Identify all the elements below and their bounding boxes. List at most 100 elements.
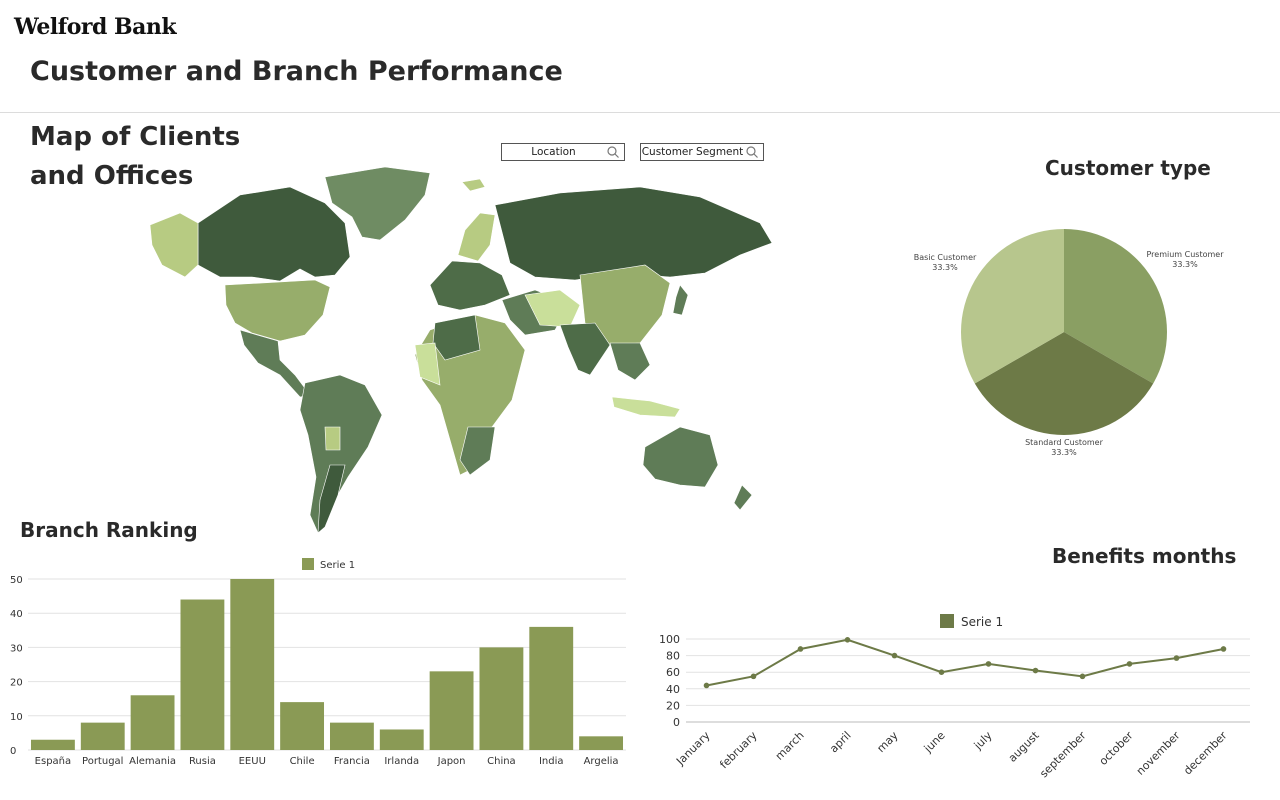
- bar: [479, 647, 524, 750]
- map-region-russia[interactable]: [494, 186, 773, 281]
- benefits-chart-title: Benefits months: [1052, 544, 1237, 568]
- search-icon[interactable]: [605, 145, 621, 159]
- line-y-tick: 0: [673, 716, 680, 729]
- line-point: [985, 661, 992, 667]
- map-region-scandinavia[interactable]: [457, 212, 496, 262]
- map-region-central-asia[interactable]: [524, 289, 581, 328]
- world-map[interactable]: [140, 165, 790, 545]
- line-x-tick: october: [1097, 729, 1136, 768]
- pie-slice: [961, 229, 1064, 384]
- line-point: [750, 673, 757, 680]
- world-map-svg: [149, 166, 773, 534]
- line-point: [1173, 655, 1180, 661]
- bar: [230, 579, 275, 750]
- line-x-tick: march: [773, 729, 807, 763]
- bar-y-tick: 20: [10, 678, 23, 689]
- branch-chart-title: Branch Ranking: [20, 518, 198, 542]
- line-point: [1079, 673, 1086, 680]
- map-region-japan[interactable]: [672, 284, 689, 316]
- bar: [379, 729, 424, 750]
- bar: [529, 626, 574, 750]
- bar: [180, 599, 225, 750]
- line-legend-swatch: [940, 614, 954, 628]
- map-region-greenland[interactable]: [324, 166, 431, 241]
- line-x-tick: november: [1134, 729, 1183, 778]
- line-point: [703, 682, 710, 689]
- line-x-tick: January: [673, 729, 713, 769]
- bar-legend-label: Serie 1: [320, 560, 355, 571]
- bank-logo: Welford Bank: [14, 14, 177, 40]
- map-region-indonesia[interactable]: [611, 396, 681, 418]
- bar-x-tick: Irlanda: [384, 756, 419, 767]
- bar-y-tick: 40: [10, 609, 23, 620]
- bar-y-tick: 0: [10, 746, 16, 757]
- map-region-southern-africa[interactable]: [459, 426, 496, 476]
- bar-x-tick: Portugal: [82, 756, 123, 767]
- bar-x-tick: Rusia: [189, 756, 216, 767]
- pie-slice-percent: 33.3%: [932, 263, 958, 272]
- map-region-india[interactable]: [559, 322, 611, 376]
- line-point: [844, 637, 851, 643]
- bar-x-tick: Japon: [437, 756, 466, 767]
- bar-x-tick: Chile: [290, 756, 315, 767]
- map-region-mexico[interactable]: [239, 329, 311, 398]
- pie-slice-label: Standard Customer: [1025, 438, 1104, 447]
- map-region-iceland[interactable]: [461, 178, 486, 192]
- pie-slice-label: Basic Customer: [914, 253, 977, 262]
- map-region-southeast-asia[interactable]: [609, 342, 651, 381]
- line-y-tick: 60: [666, 666, 680, 679]
- bar: [130, 695, 175, 750]
- map-region-bolivia[interactable]: [324, 426, 341, 451]
- bar-x-tick: Alemania: [129, 756, 176, 767]
- page-title: Customer and Branch Performance: [30, 56, 563, 87]
- pie-slice-percent: 33.3%: [1172, 260, 1198, 269]
- map-region-alaska[interactable]: [149, 212, 199, 278]
- line-x-tick: may: [874, 729, 900, 755]
- bar-x-tick: China: [487, 756, 516, 767]
- map-region-australia[interactable]: [642, 426, 719, 488]
- customer-segment-filter[interactable]: Customer Segment: [640, 143, 764, 161]
- bar-y-tick: 30: [10, 643, 23, 654]
- line-y-tick: 40: [666, 683, 680, 696]
- line-x-tick: december: [1181, 729, 1230, 778]
- bar-y-tick: 50: [10, 575, 23, 586]
- header-divider: [0, 112, 1280, 113]
- map-region-west-africa[interactable]: [414, 342, 441, 386]
- bar: [80, 722, 125, 750]
- bar-x-tick: Argelia: [584, 756, 619, 767]
- map-region-north-africa[interactable]: [432, 314, 481, 361]
- search-icon[interactable]: [744, 145, 760, 159]
- map-region-europe[interactable]: [429, 260, 511, 311]
- line-y-tick: 80: [666, 650, 680, 663]
- location-filter[interactable]: Location: [501, 143, 625, 161]
- line-y-tick: 20: [666, 699, 680, 712]
- line-y-tick: 100: [659, 633, 680, 646]
- location-filter-label: Location: [531, 146, 576, 158]
- bar: [429, 671, 474, 750]
- bar: [329, 722, 374, 750]
- line-x-tick: february: [717, 729, 760, 772]
- bar-y-tick: 10: [10, 712, 23, 723]
- bar-x-tick: India: [539, 756, 564, 767]
- map-region-south-america[interactable]: [299, 374, 383, 534]
- pie-slice-percent: 33.3%: [1051, 448, 1077, 457]
- map-region-usa[interactable]: [224, 279, 331, 342]
- pie-slice-label: Premium Customer: [1147, 250, 1225, 259]
- bar-x-tick: España: [35, 756, 71, 767]
- line-point: [797, 646, 804, 652]
- customer-segment-filter-label: Customer Segment: [641, 146, 744, 158]
- pie-chart-title: Customer type: [1045, 156, 1211, 180]
- map-region-new-zealand[interactable]: [733, 484, 753, 511]
- line-x-tick: june: [921, 729, 948, 756]
- map-region-argentina[interactable]: [317, 464, 346, 534]
- line-point: [1032, 667, 1039, 674]
- line-series: [706, 638, 1224, 687]
- benefits-line-chart: 0 20 40 60 80 100 January february march april may…: [659, 614, 1250, 781]
- line-x-tick: april: [827, 729, 853, 755]
- line-point: [1126, 661, 1133, 667]
- map-region-canada[interactable]: [197, 186, 351, 282]
- bar-x-tick: Francia: [334, 756, 370, 767]
- line-point: [938, 669, 945, 675]
- line-x-tick: september: [1037, 729, 1089, 781]
